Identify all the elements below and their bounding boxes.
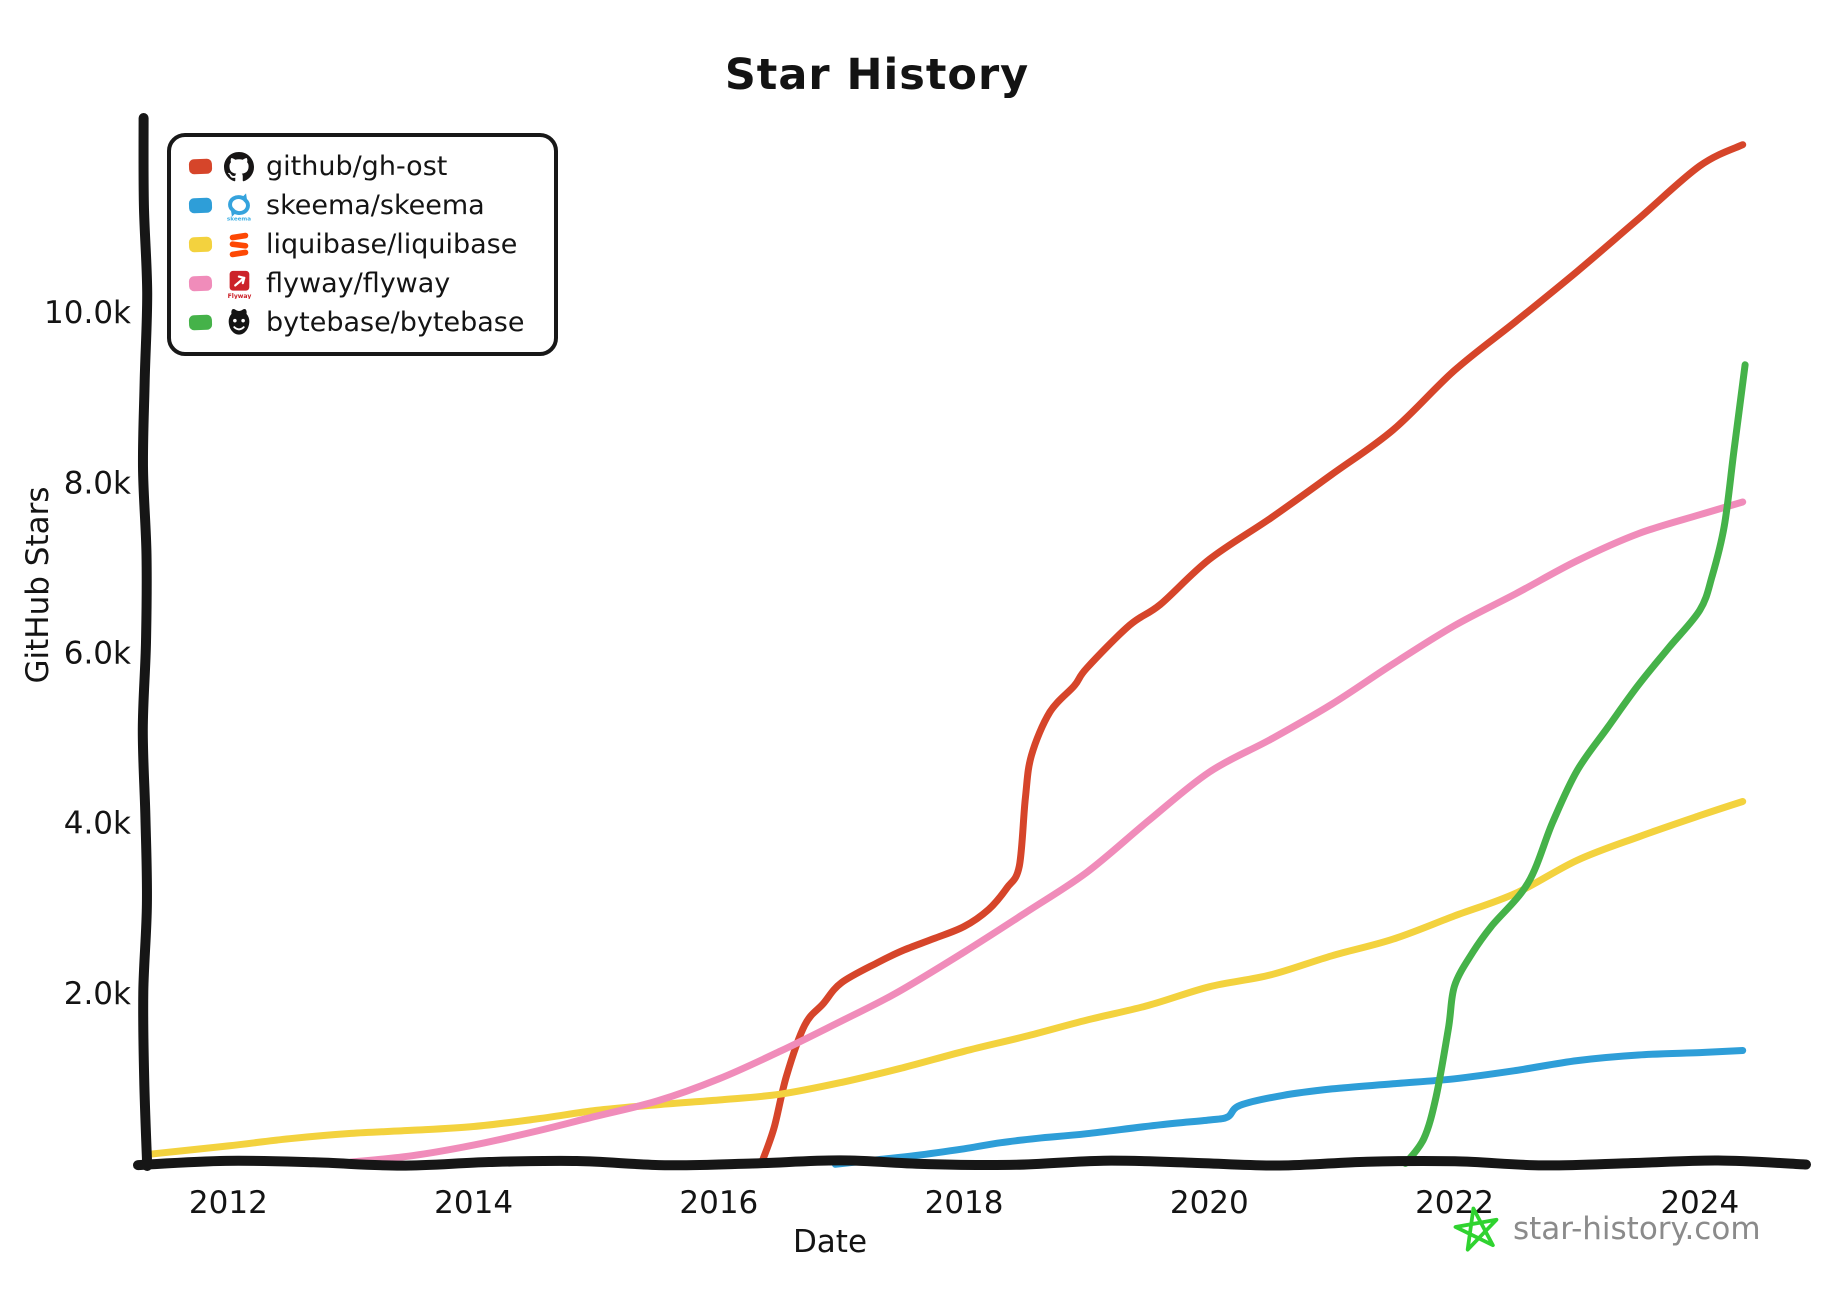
x-tick-label: 2024	[1660, 1185, 1739, 1221]
line-liquibase-liquibase	[145, 798, 1747, 1158]
legend-swatch	[188, 314, 213, 331]
flyway-icon: Flyway	[228, 270, 252, 299]
star-icon	[1453, 1206, 1499, 1252]
x-tick-label: 2020	[1170, 1185, 1249, 1221]
legend-swatch	[188, 236, 213, 253]
line-github-gh-ost	[758, 141, 1747, 1166]
line-skeema-skeema	[831, 1047, 1747, 1168]
y-tick-label: 8.0k	[64, 465, 131, 501]
y-tick-label: 2.0k	[64, 976, 131, 1012]
legend-icon-wrap: skeema	[224, 191, 254, 221]
svg-text:skeema: skeema	[227, 216, 251, 220]
bytebase-icon	[228, 308, 250, 335]
legend-swatch	[188, 158, 213, 175]
chart-title: Star History	[724, 50, 1030, 100]
x-tick-label: 2022	[1415, 1185, 1494, 1221]
legend-label: flyway/flyway	[266, 268, 451, 299]
y-tick-label: 6.0k	[64, 636, 131, 672]
y-tick-label: 10.0k	[44, 295, 131, 331]
legend-swatch	[188, 275, 213, 292]
tick-layer: 2012 2014 2016 2018 2020 2022 2024 2.0k 4.0k 6.0k…	[44, 295, 1739, 1221]
y-axis-title: GitHub Stars	[20, 486, 56, 683]
legend: github/gh-ost skeema skeema/skeema liquibas…	[167, 133, 559, 356]
legend-label: github/gh-ost	[266, 151, 448, 182]
liquibase-icon	[229, 232, 249, 257]
legend-item: Flyway flyway/flyway	[188, 268, 524, 299]
legend-icon-wrap	[224, 151, 254, 182]
line-bytebase-bytebase	[1402, 361, 1749, 1167]
line-flyway-flyway	[347, 498, 1747, 1166]
legend-label: liquibase/liquibase	[266, 229, 518, 260]
svg-text:Flyway: Flyway	[228, 293, 252, 299]
x-tick-label: 2014	[434, 1185, 513, 1221]
y-tick-label: 4.0k	[64, 806, 131, 842]
github-icon	[224, 151, 254, 181]
x-tick-label: 2018	[925, 1185, 1004, 1221]
x-axis-title: Date	[793, 1224, 867, 1260]
x-tick-label: 2016	[679, 1185, 758, 1221]
x-axis-line	[133, 1155, 1811, 1171]
watermark: star-history.com	[1452, 1204, 1761, 1254]
legend-item: liquibase/liquibase	[188, 229, 524, 260]
watermark-text: star-history.com	[1513, 1211, 1761, 1247]
legend-icon-wrap: Flyway	[224, 269, 254, 299]
legend-item: bytebase/bytebase	[188, 307, 525, 338]
legend-label: skeema/skeema	[266, 190, 485, 221]
legend-item: skeema skeema/skeema	[188, 190, 524, 221]
y-axis-line	[137, 113, 153, 1171]
legend-icon-wrap	[224, 308, 254, 338]
legend-swatch	[188, 197, 213, 214]
legend-icon-wrap	[224, 230, 254, 260]
legend-label: bytebase/bytebase	[266, 307, 525, 338]
axis-layer	[133, 113, 1811, 1171]
legend-item: github/gh-ost	[188, 151, 524, 182]
series-layer	[145, 141, 1749, 1168]
skeema-icon: skeema	[227, 192, 251, 221]
x-tick-label: 2012	[189, 1185, 268, 1221]
